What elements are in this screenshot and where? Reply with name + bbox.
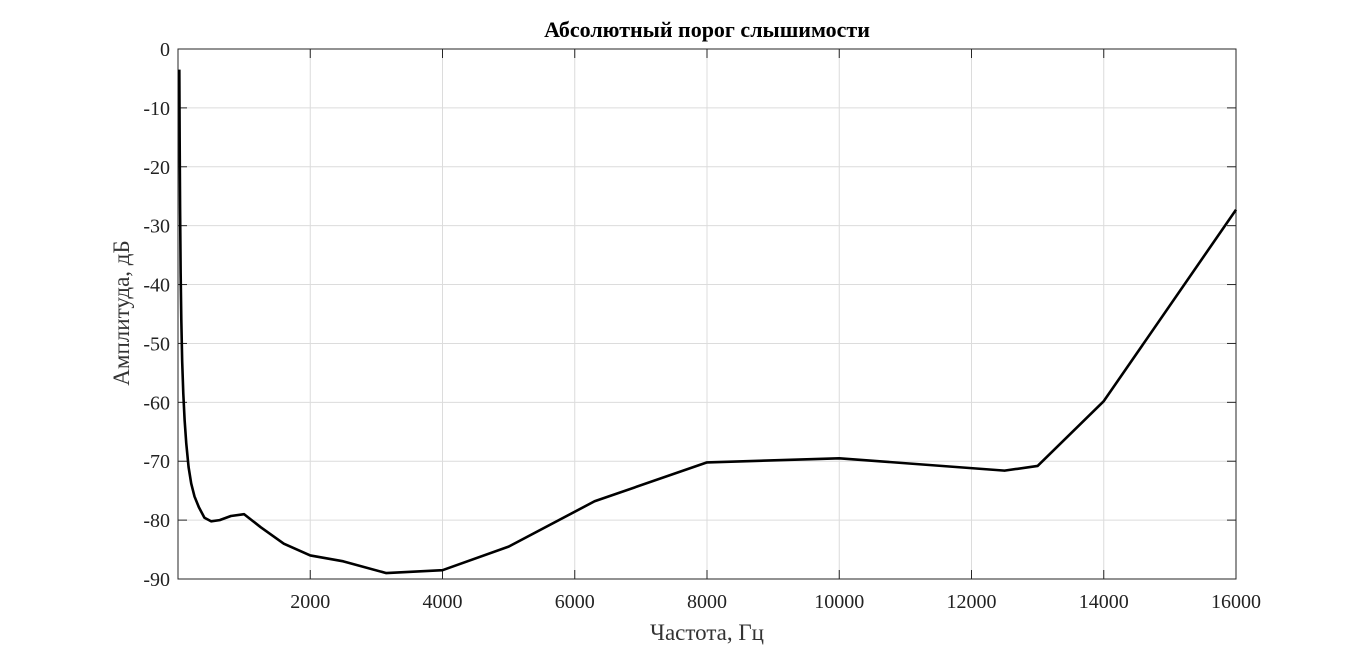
chart-title: Абсолютный порог слышимости xyxy=(544,17,870,42)
y-tick-label: 0 xyxy=(160,39,170,61)
x-tick-label: 8000 xyxy=(687,591,727,613)
y-tick-label: -70 xyxy=(143,451,170,473)
series-line xyxy=(178,69,1238,575)
y-tick-label: -30 xyxy=(143,216,170,238)
x-tick-label: 16000 xyxy=(1211,591,1261,613)
x-tick-label: 12000 xyxy=(947,591,997,613)
y-tick-label: -50 xyxy=(143,333,170,355)
tick-labels: 2000 4000 6000 8000 10000 12000 14000 16000 0 -10… xyxy=(143,39,1261,613)
y-tick-label: -20 xyxy=(143,157,170,179)
x-tick-label: 6000 xyxy=(555,591,595,613)
plot-frame xyxy=(177,48,1237,580)
ticks xyxy=(178,48,1237,580)
y-tick-label: -10 xyxy=(143,98,170,120)
x-tick-label: 4000 xyxy=(423,591,463,613)
y-tick-label: -80 xyxy=(143,510,170,532)
x-axis-label: Частота, Гц xyxy=(650,620,764,645)
y-tick-label: -60 xyxy=(143,392,170,414)
y-tick-label: -40 xyxy=(143,275,170,297)
x-tick-label: 10000 xyxy=(814,591,864,613)
y-tick-label: -90 xyxy=(143,569,170,591)
x-tick-label: 14000 xyxy=(1079,591,1129,613)
x-tick-label: 2000 xyxy=(290,591,330,613)
y-axis-label: Амплитуда, дБ xyxy=(109,240,134,385)
